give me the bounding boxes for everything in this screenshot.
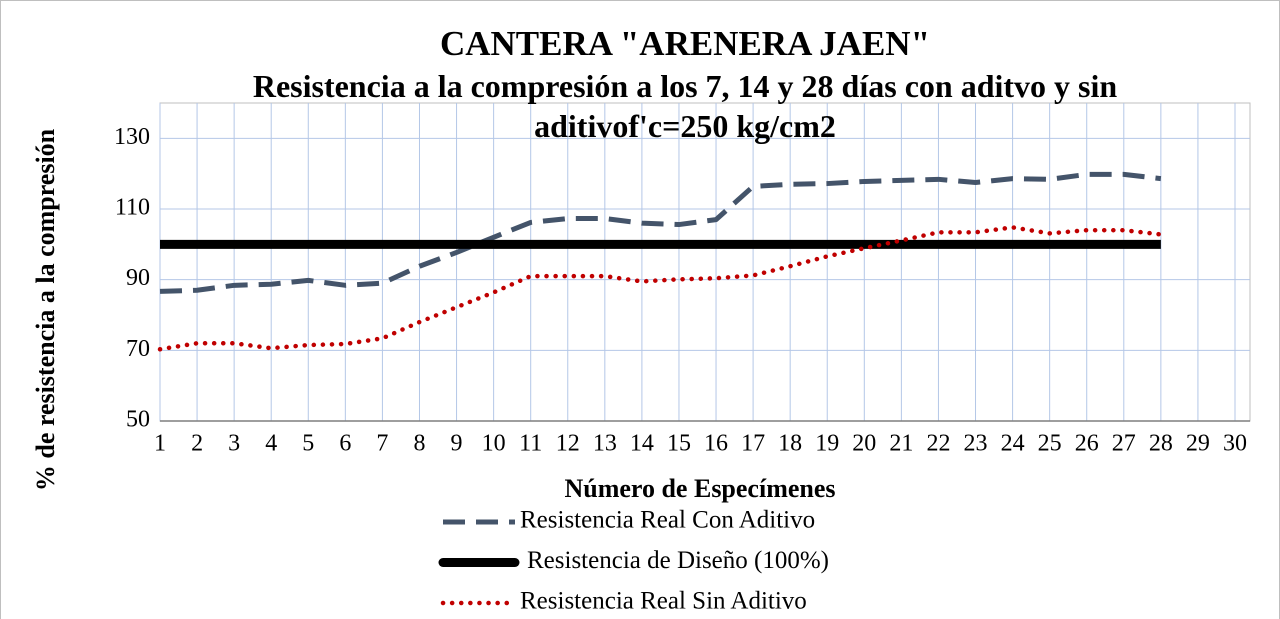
x-tick-label: 15 [667,431,691,457]
x-tick-label: 13 [593,431,617,457]
x-axis-title: Número de Especímenes [564,474,835,503]
x-tick-label: 5 [302,431,314,457]
x-tick-label: 20 [852,431,876,457]
x-tick-label: 4 [265,431,277,457]
chart-title: CANTERA "ARENERA JAEN" [439,24,931,63]
series-line [157,225,1164,352]
x-tick-label: 26 [1075,431,1099,457]
legend-label: Resistencia Real Sin Aditivo [520,588,807,615]
y-tick-label: 50 [126,407,150,433]
x-tick-label: 25 [1038,431,1062,457]
x-tick-label: 19 [815,431,839,457]
legend-label: Resistencia de Diseño (100%) [527,547,829,574]
x-tick-label: 17 [741,431,765,457]
y-tick-label: 90 [126,265,150,291]
y-tick-label: 70 [126,336,150,362]
x-tick-label: 1 [154,431,166,457]
x-tick-label: 10 [482,431,506,457]
x-tick-label: 24 [1001,431,1025,457]
x-tick-label: 29 [1186,431,1210,457]
y-tick-label: 130 [114,124,150,150]
series-line [159,171,1162,294]
x-tick-label: 28 [1149,431,1173,457]
x-tick-label: 16 [704,431,728,457]
plot-area [157,102,1251,422]
x-tick-label: 30 [1223,431,1247,457]
x-tick-label: 21 [889,431,913,457]
x-tick-label: 23 [964,431,988,457]
x-tick-label: 8 [413,431,425,457]
x-tick-label: 22 [926,431,950,457]
y-tick-label: 110 [115,195,150,221]
legend-label: Resistencia Real Con Aditivo [520,507,815,534]
x-tick-label: 7 [376,431,388,457]
x-tick-label: 18 [778,431,802,457]
x-tick-label: 14 [630,431,654,457]
titles: CANTERA "ARENERA JAEN" Resistencia a la … [190,22,1180,146]
x-tick-label: 2 [191,431,203,457]
x-tick-label: 6 [339,431,351,457]
x-tick-label: 11 [519,431,542,457]
x-tick-label: 3 [228,431,240,457]
y-axis-title: % de resistencia a la compresión [31,128,60,491]
chart-subtitle: Resistencia a la compresión a los 7, 14 … [252,68,1118,144]
x-tick-label: 12 [556,431,580,457]
x-tick-label: 9 [451,431,463,457]
x-tick-label: 27 [1112,431,1136,457]
